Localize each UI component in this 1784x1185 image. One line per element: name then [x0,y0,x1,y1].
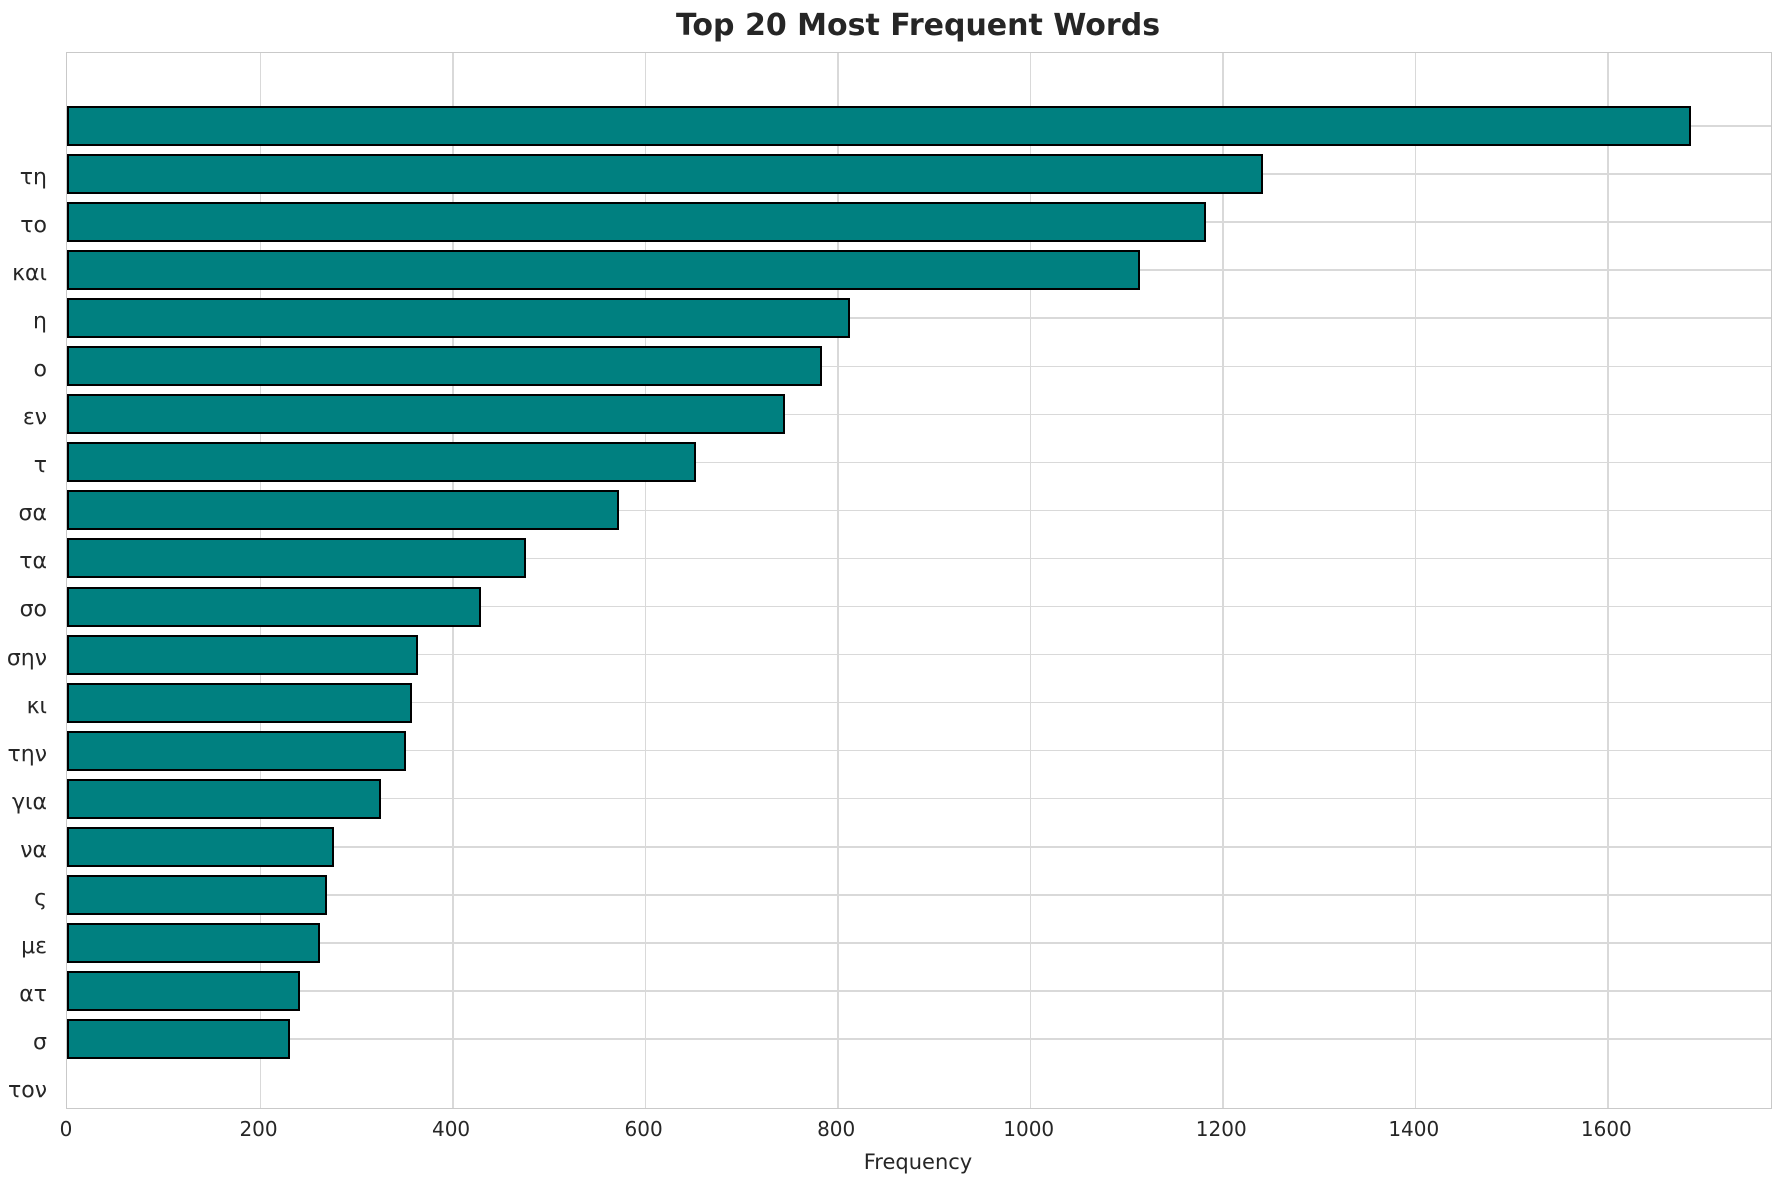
x-tick-label: 600 [624,1117,663,1141]
gridline-x-1000 [1029,53,1032,1108]
gridline-y [67,749,1771,752]
x-axis-title: Frequency [863,1150,973,1174]
gridline-y [67,461,1771,464]
bar [67,442,696,483]
bar [67,202,1206,243]
gridline-y [67,1038,1771,1040]
gridline-y [67,701,1771,704]
bar [67,490,619,531]
y-tick-label: και [12,261,47,287]
bar [67,1019,291,1059]
y-tick-label: σα [18,501,47,527]
gridline-y [67,797,1771,800]
x-tick-label: 800 [817,1117,856,1141]
y-tick-label: εν [22,405,47,431]
bar [67,922,321,963]
y-tick-label: να [20,837,47,863]
bar [67,106,1692,146]
y-tick-label: σο [19,597,47,623]
gridline-y [67,990,1771,992]
gridline-y [67,317,1771,319]
gridline-y [67,365,1771,367]
gridline-x-1200 [1222,53,1224,1108]
y-tick-label: την [7,741,47,767]
y-tick-label: η [33,309,47,335]
y-tick-label: για [12,789,47,815]
chart-title: Top 20 Most Frequent Words [675,8,1161,43]
gridline-x-600 [644,53,647,1108]
bar [67,874,327,915]
y-tick-label: τ [33,453,47,479]
bar [67,682,412,723]
bar [67,826,334,867]
bar [67,970,300,1011]
plot-area: τη το και η ο εν τ σα τα σο σην κι την για να ς με ατ σ τον [7,52,1772,1109]
gridline-y [67,605,1771,608]
y-tick-label: το [20,213,47,239]
gridline-y [67,557,1771,560]
y-tick-label: ς [34,885,47,911]
y-tick-label: τα [19,549,47,575]
gridline-y [67,509,1771,512]
y-tick-label: κι [26,693,47,719]
gridline-y [67,653,1771,656]
gridline-y [67,894,1771,896]
y-tick-label: σ [33,1029,47,1055]
bar [67,586,481,627]
x-tick-label: 1200 [1195,1117,1247,1141]
bar [67,538,527,579]
gridline-x-1600 [1607,53,1609,1108]
gridline-y [67,942,1771,944]
bar [67,730,406,771]
x-tick-label: 200 [239,1117,278,1141]
gridline-y [67,846,1771,848]
x-tick-label: 400 [431,1117,471,1141]
y-tick-label: τον [8,1078,47,1103]
y-tick-label: με [21,933,47,959]
gridline-x-400 [452,53,454,1108]
x-tick-label: 1000 [1003,1117,1055,1141]
bar [67,154,1263,195]
y-axis-labels: τη το και η ο εν τ σα τα σο σην κι την για να ς με ατ σ τον [1,105,57,1160]
y-tick-label: ο [33,357,47,383]
y-tick-label: σην [6,645,47,671]
x-tick-label: 0 [59,1117,73,1141]
bar [67,346,822,387]
gridline-x-1400 [1414,53,1417,1108]
y-tick-label: τη [19,165,47,190]
gridline-x-800 [837,53,839,1108]
y-tick-label: ατ [19,981,47,1007]
x-tick-label: 1400 [1388,1117,1440,1141]
gridline-y [67,413,1771,416]
x-tick-label: 1600 [1580,1117,1632,1141]
x-axis-labels: 0 200 400 600 800 1000 1200 1400 1600 [60,1117,1770,1145]
gridline-x-200 [259,53,262,1108]
bar [67,250,1141,291]
bar [67,298,850,339]
bar [67,634,419,675]
bar [67,778,381,819]
bar [67,394,786,435]
